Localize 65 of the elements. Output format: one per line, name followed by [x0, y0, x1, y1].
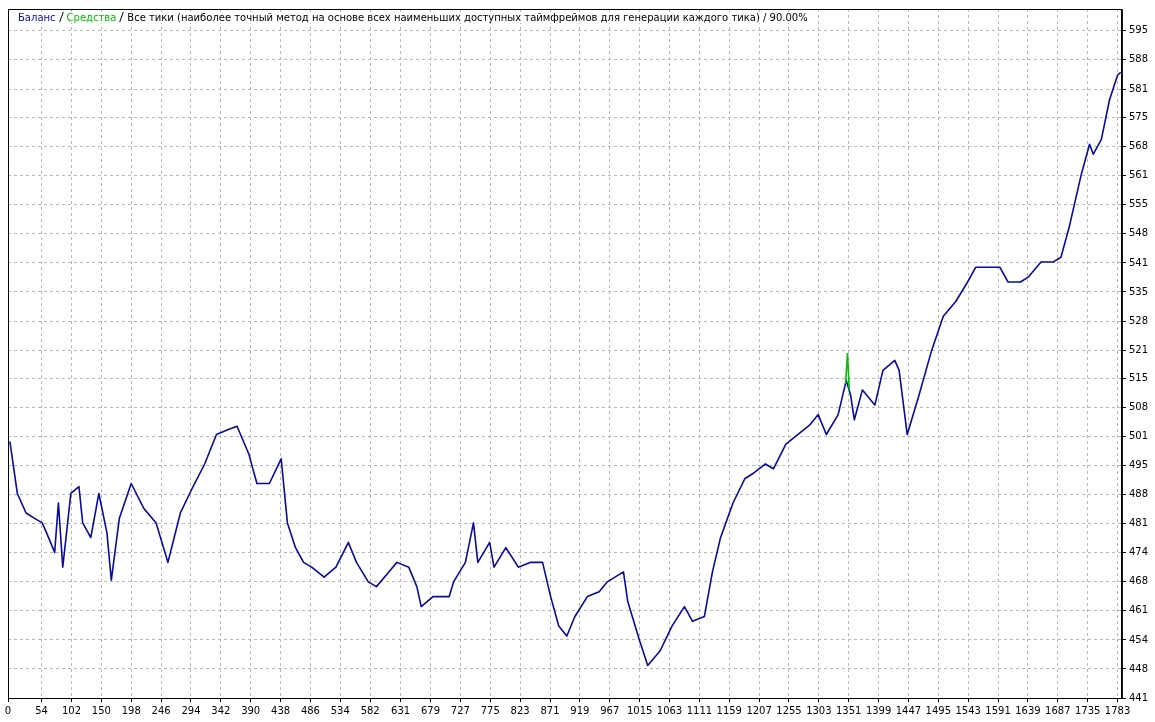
y-tick-label: 535	[1128, 285, 1149, 297]
y-tick-label: 488	[1128, 488, 1149, 500]
x-tick-label: 1351	[836, 704, 862, 716]
x-tick-label: 1735	[1074, 704, 1101, 716]
x-tick-label: 1111	[686, 704, 713, 716]
y-tick-label: 541	[1128, 256, 1149, 268]
y-tick-label: 474	[1128, 546, 1149, 558]
x-tick-label: 967	[600, 704, 620, 716]
text: Баланс	[18, 12, 56, 23]
x-tick-label: 1495	[925, 704, 952, 716]
x-tick-label: 54	[35, 704, 48, 716]
x-tick-label: 727	[450, 704, 470, 716]
x-tick-label: 198	[121, 704, 141, 716]
x-tick-label: 631	[391, 704, 411, 716]
x-tick-label: 0	[4, 704, 12, 716]
x-tick-label: 1399	[865, 704, 892, 716]
x-tick-label: 823	[510, 704, 530, 716]
y-tick-label: 501	[1128, 430, 1149, 442]
y-tick-label: 454	[1128, 633, 1149, 645]
x-tick-label: 582	[360, 704, 380, 716]
text: Средства	[66, 12, 117, 23]
x-tick-label: 1015	[626, 704, 653, 716]
x-tick-label: 1159	[716, 704, 742, 716]
y-tick-label: 528	[1128, 314, 1149, 326]
y-tick-label: 568	[1128, 140, 1149, 152]
y-tick-label: 561	[1128, 169, 1149, 181]
x-tick-label: 438	[271, 704, 291, 716]
x-tick-label: 150	[91, 704, 111, 716]
y-tick-label: 481	[1128, 517, 1149, 529]
x-tick-label: 1303	[806, 704, 832, 716]
chart-title: Все тики (наиболее точный метод на основе всех наименьших доступных таймфреймов для генерации каждого тика) / 90.00%	[127, 12, 808, 23]
y-tick-label: 588	[1128, 53, 1149, 65]
y-tick-label: 441	[1128, 691, 1149, 703]
y-tick-label: 595	[1128, 24, 1149, 36]
x-tick-label: 1591	[985, 704, 1011, 716]
x-tick-label: 871	[540, 704, 560, 716]
y-tick-label: 521	[1128, 343, 1149, 355]
x-tick-label: 1255	[776, 704, 802, 716]
x-tick-label: 1639	[1015, 704, 1041, 716]
x-tick-label: 919	[570, 704, 590, 716]
x-tick-label: 679	[420, 704, 441, 716]
x-tick-label: 1447	[895, 704, 922, 716]
y-tick-label: 508	[1128, 401, 1149, 413]
y-tick-label: 575	[1128, 111, 1149, 123]
x-tick-label: 390	[241, 704, 261, 716]
x-tick-label: 1687	[1045, 704, 1071, 716]
y-tick-label: 515	[1128, 372, 1149, 384]
x-tick-label: 294	[181, 704, 201, 716]
x-tick-label: 1063	[656, 704, 683, 716]
x-tick-label: 534	[330, 704, 350, 716]
y-tick-label: 548	[1128, 227, 1149, 239]
y-tick-label: 468	[1128, 575, 1149, 587]
x-tick-label: 1543	[955, 704, 981, 716]
x-tick-label: 1207	[746, 704, 772, 716]
x-tick-label: 775	[480, 704, 500, 716]
x-tick-label: 102	[61, 704, 82, 716]
y-tick-label: 461	[1128, 604, 1149, 616]
x-tick-label: 1783	[1104, 704, 1131, 716]
y-tick-label: 581	[1128, 83, 1149, 95]
y-tick-label: 448	[1128, 662, 1149, 674]
y-tick-label: 495	[1128, 459, 1149, 471]
y-tick-label: 555	[1128, 198, 1149, 210]
x-tick-label: 246	[151, 704, 171, 716]
x-tick-label: 486	[300, 704, 320, 716]
x-tick-label: 342	[211, 704, 231, 716]
